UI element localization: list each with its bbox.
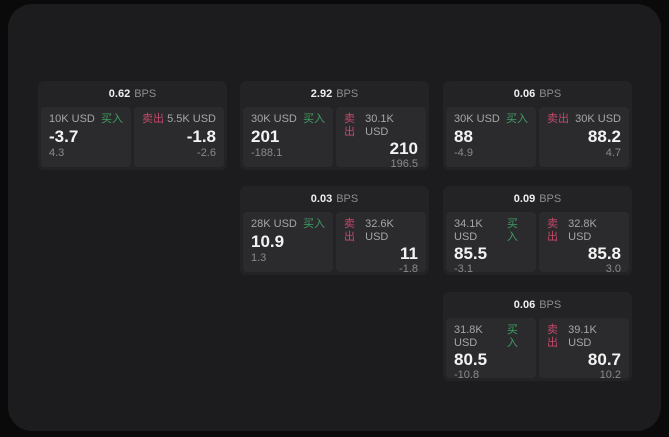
buy-tag: 买入: [303, 113, 325, 125]
quote-card: 0.06 BPS 30K USD 买入 88 -4.9 卖出 30K USD 8…: [443, 81, 632, 170]
sell-tag: 卖出: [344, 113, 355, 138]
quotes-panel: 0.62 BPS 10K USD 买入 -3.7 4.3 卖出 5.5K USD…: [8, 4, 661, 431]
sell-quote[interactable]: 卖出 39.1K USD 80.7 10.2: [539, 318, 629, 381]
buy-price: 80.5: [454, 350, 488, 369]
quote-card: 0.06 BPS 31.8K USD 买入 80.5 -10.8 卖出 39.1…: [443, 292, 632, 381]
bps-header: 0.03 BPS: [240, 186, 429, 212]
buy-amount: 28K USD: [251, 218, 297, 230]
quote-card: 0.09 BPS 34.1K USD 买入 85.5 -3.1 卖出 32.8K…: [443, 186, 632, 275]
sell-price: 80.7: [587, 350, 621, 369]
sell-quote[interactable]: 卖出 30K USD 88.2 4.7: [539, 107, 629, 167]
quote-card: 0.03 BPS 28K USD 买入 10.9 1.3 卖出 32.6K US…: [240, 186, 429, 275]
bps-value: 0.06: [513, 299, 536, 311]
sell-price: 85.8: [587, 244, 621, 263]
sell-tag: 卖出: [344, 218, 355, 243]
quote-card: 0.62 BPS 10K USD 买入 -3.7 4.3 卖出 5.5K USD…: [38, 81, 227, 170]
sell-price: 210: [389, 139, 418, 158]
sell-amount: 32.6K USD: [365, 218, 394, 243]
buy-tag: 买入: [506, 218, 518, 243]
sell-amount: 5.5K USD: [167, 113, 216, 125]
sell-quote[interactable]: 卖出 5.5K USD -1.8 -2.6: [134, 107, 224, 167]
sell-quote[interactable]: 卖出 32.6K USD 11 -1.8: [336, 212, 426, 275]
sell-delta: 196.5: [390, 158, 418, 170]
buy-quote[interactable]: 28K USD 买入 10.9 1.3: [243, 212, 333, 272]
buy-tag: 买入: [101, 113, 123, 125]
buy-price: 10.9: [251, 232, 285, 251]
buy-tag: 买入: [303, 218, 325, 230]
sell-quote[interactable]: 卖出 32.8K USD 85.8 3.0: [539, 212, 629, 275]
buy-price: 85.5: [454, 244, 488, 263]
sell-quote[interactable]: 卖出 30.1K USD 210 196.5: [336, 107, 426, 170]
buy-delta: -188.1: [251, 147, 283, 159]
buy-quote[interactable]: 10K USD 买入 -3.7 4.3: [41, 107, 131, 167]
buy-delta: -10.8: [454, 369, 480, 381]
buy-price: -3.7: [49, 127, 79, 146]
sell-delta: 3.0: [605, 263, 621, 275]
bps-value: 0.06: [513, 88, 536, 100]
buy-quote[interactable]: 30K USD 买入 88 -4.9: [446, 107, 536, 167]
bps-header: 0.06 BPS: [443, 292, 632, 318]
buy-tag: 买入: [506, 324, 518, 349]
buy-delta: -4.9: [454, 147, 473, 159]
buy-amount: 34.1K USD: [454, 218, 483, 243]
buy-price: 88: [454, 127, 473, 146]
bps-header: 0.09 BPS: [443, 186, 632, 212]
bps-value: 2.92: [310, 88, 333, 100]
bps-value: 0.03: [310, 193, 333, 205]
sell-delta: -2.6: [197, 147, 216, 159]
bps-label: BPS: [134, 88, 157, 100]
bps-value: 0.09: [513, 193, 536, 205]
buy-price: 201: [251, 127, 280, 146]
bps-header: 2.92 BPS: [240, 81, 429, 107]
buy-delta: -3.1: [454, 263, 473, 275]
sell-tag: 卖出: [547, 218, 558, 243]
bps-header: 0.62 BPS: [38, 81, 227, 107]
sell-amount: 39.1K USD: [568, 324, 597, 349]
buy-quote[interactable]: 31.8K USD 买入 80.5 -10.8: [446, 318, 536, 381]
bps-label: BPS: [336, 193, 359, 205]
bps-label: BPS: [336, 88, 359, 100]
quote-card: 2.92 BPS 30K USD 买入 201 -188.1 卖出 30.1K …: [240, 81, 429, 170]
sell-delta: 10.2: [599, 369, 621, 381]
sell-amount: 32.8K USD: [568, 218, 597, 243]
bps-label: BPS: [539, 193, 562, 205]
buy-amount: 10K USD: [49, 113, 95, 125]
sell-delta: -1.8: [399, 263, 418, 275]
buy-quote[interactable]: 34.1K USD 买入 85.5 -3.1: [446, 212, 536, 275]
sell-amount: 30K USD: [575, 113, 621, 125]
sell-amount: 30.1K USD: [365, 113, 394, 138]
buy-tag: 买入: [506, 113, 528, 125]
bps-label: BPS: [539, 299, 562, 311]
buy-delta: 1.3: [251, 252, 267, 264]
sell-tag: 卖出: [547, 324, 558, 349]
bps-header: 0.06 BPS: [443, 81, 632, 107]
bps-label: BPS: [539, 88, 562, 100]
sell-price: -1.8: [186, 127, 216, 146]
sell-tag: 卖出: [142, 113, 164, 125]
buy-amount: 31.8K USD: [454, 324, 483, 349]
sell-price: 11: [400, 244, 418, 263]
sell-tag: 卖出: [547, 113, 569, 125]
buy-quote[interactable]: 30K USD 买入 201 -188.1: [243, 107, 333, 167]
buy-amount: 30K USD: [454, 113, 500, 125]
sell-delta: 4.7: [605, 147, 621, 159]
sell-price: 88.2: [587, 127, 621, 146]
buy-delta: 4.3: [49, 147, 65, 159]
buy-amount: 30K USD: [251, 113, 297, 125]
bps-value: 0.62: [108, 88, 131, 100]
